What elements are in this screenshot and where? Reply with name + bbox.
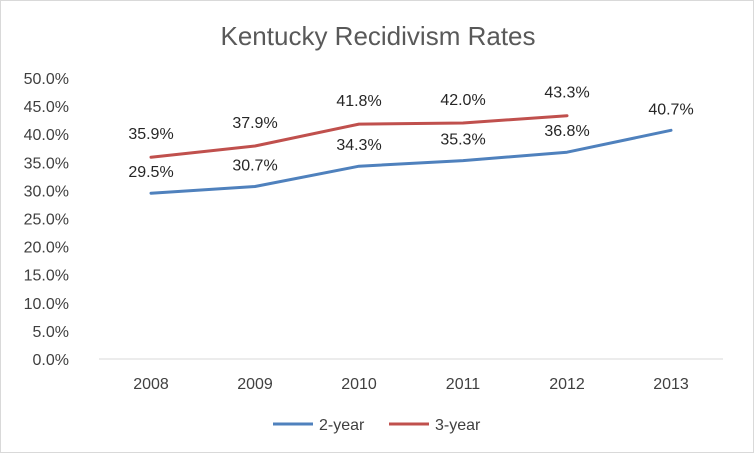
y-tick-label: 10.0% xyxy=(24,296,69,313)
x-tick-label: 2011 xyxy=(446,376,481,393)
x-tick-label: 2008 xyxy=(133,376,169,393)
x-axis: 2008 2009 2010 2011 2012 2013 xyxy=(133,376,689,393)
legend-label: 2-year xyxy=(319,417,365,434)
data-label: 30.7% xyxy=(232,158,277,175)
y-tick-label: 5.0% xyxy=(33,324,69,341)
series-line-2-year xyxy=(149,128,673,195)
y-tick-label: 45.0% xyxy=(24,99,69,116)
y-tick-label: 50.0% xyxy=(24,71,69,88)
data-label: 43.3% xyxy=(544,85,589,102)
data-label: 40.7% xyxy=(648,101,693,118)
x-tick-label: 2009 xyxy=(237,376,273,393)
y-tick-label: 20.0% xyxy=(24,240,69,257)
data-label: 29.5% xyxy=(128,164,173,181)
y-axis: 0.0% 5.0% 10.0% 15.0% 20.0% 25.0% 30.0% 35.0% 40… xyxy=(24,71,69,369)
y-tick-label: 25.0% xyxy=(24,212,69,229)
x-tick-label: 2010 xyxy=(341,376,377,393)
y-tick-label: 0.0% xyxy=(33,352,69,369)
x-tick-label: 2012 xyxy=(549,376,585,393)
y-tick-label: 15.0% xyxy=(24,268,69,285)
data-label: 35.9% xyxy=(128,126,173,143)
legend-label: 3-year xyxy=(435,417,481,434)
y-tick-label: 35.0% xyxy=(24,155,69,172)
series-lines xyxy=(149,114,673,195)
data-label: 37.9% xyxy=(232,115,277,132)
data-labels: 29.5% 30.7% 34.3% 35.3% 36.8% 40.7% 35.9% 37.9%… xyxy=(128,85,693,182)
data-label: 41.8% xyxy=(336,93,381,110)
y-tick-label: 40.0% xyxy=(24,127,69,144)
y-tick-label: 30.0% xyxy=(24,183,69,200)
chart-title: Kentucky Recidivism Rates xyxy=(221,21,536,51)
series-line-3-year xyxy=(149,114,569,159)
data-label: 36.8% xyxy=(544,123,589,140)
data-label: 34.3% xyxy=(336,137,381,154)
data-label: 42.0% xyxy=(440,92,485,109)
x-tick-label: 2013 xyxy=(653,376,689,393)
data-label: 35.3% xyxy=(440,132,485,149)
legend: 2-year 3-year xyxy=(273,417,481,434)
